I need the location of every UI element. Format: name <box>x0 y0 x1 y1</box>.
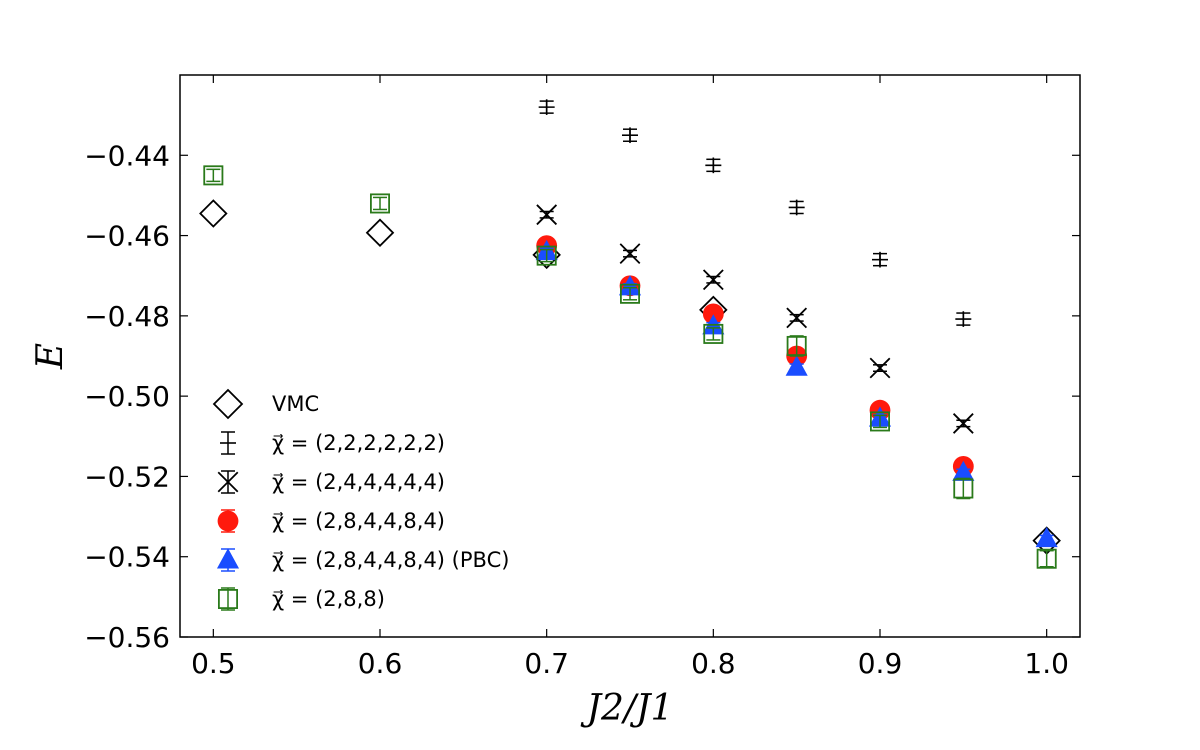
legend: VMC χ⃗ = (2,2,2,2,2,2) χ⃗ = (2,4,4,4,4,4) χ… <box>212 388 509 611</box>
square-mark <box>536 245 557 266</box>
legend-label: χ⃗ = (2,4,4,4,4,4) <box>272 470 445 494</box>
legend-label: VMC <box>272 392 319 416</box>
y-tick-label: −0.48 <box>84 300 170 333</box>
y-tick-label: −0.56 <box>84 621 170 654</box>
triangle-mark <box>1035 526 1058 548</box>
legend-item: χ⃗ = (2,8,4,4,8,4) <box>217 509 445 533</box>
x-tick-label: 0.6 <box>358 647 403 680</box>
circle-mark <box>702 303 724 325</box>
x-tick-label: 0.9 <box>858 647 903 680</box>
square-mark <box>1036 548 1057 569</box>
triangle-mark <box>785 355 808 376</box>
square-mark <box>870 411 891 432</box>
series-1 <box>538 99 972 327</box>
data-marks <box>199 99 1061 569</box>
diamond-mark <box>212 388 244 420</box>
diamond-mark <box>365 218 395 248</box>
x-mark <box>536 204 558 226</box>
legend-item: χ⃗ = (2,2,2,2,2,2) <box>220 431 445 455</box>
square-mark <box>217 589 238 610</box>
y-tick-label: −0.44 <box>84 139 170 172</box>
x-mark <box>702 269 724 291</box>
y-tick-label: −0.54 <box>84 541 170 574</box>
x-tick-label: 1.0 <box>1024 647 1069 680</box>
legend-item: χ⃗ = (2,8,4,4,8,4) (PBC) <box>216 548 509 572</box>
series-2 <box>536 204 974 434</box>
series-3 <box>536 235 974 477</box>
legend-label: χ⃗ = (2,8,8) <box>272 587 385 611</box>
legend-item: χ⃗ = (2,8,8) <box>217 587 385 611</box>
series-5 <box>203 165 1057 569</box>
square-mark <box>953 478 974 499</box>
square-mark <box>703 323 724 344</box>
square-mark <box>203 165 224 186</box>
x-mark <box>952 413 974 434</box>
plot-frame <box>179 74 1081 638</box>
series-4 <box>535 239 1058 548</box>
x-mark <box>217 471 239 493</box>
square-mark <box>786 335 807 356</box>
x-mark <box>619 243 641 265</box>
legend-item: VMC <box>212 388 319 420</box>
x-mark <box>786 307 808 329</box>
diamond-mark <box>199 199 228 228</box>
x-tick-label: 0.5 <box>191 647 236 680</box>
y-tick-label: −0.50 <box>84 380 170 413</box>
x-tick-label: 0.7 <box>524 647 569 680</box>
legend-label: χ⃗ = (2,8,4,4,8,4) <box>272 509 445 533</box>
square-mark <box>620 283 641 304</box>
legend-item: χ⃗ = (2,4,4,4,4,4) <box>217 470 445 494</box>
x-tick-label: 0.8 <box>691 647 736 680</box>
x-mark <box>869 357 891 379</box>
square-mark <box>369 193 390 214</box>
triangle-mark <box>952 460 975 481</box>
x-axis-label: J2/J1 <box>580 688 674 729</box>
legend-label: χ⃗ = (2,8,4,4,8,4) (PBC) <box>272 548 509 572</box>
triangle-mark <box>216 548 240 569</box>
y-tick-label: −0.52 <box>84 460 170 493</box>
y-tick-label: −0.46 <box>84 220 170 253</box>
legend-label: χ⃗ = (2,2,2,2,2,2) <box>272 431 445 455</box>
circle-mark <box>217 510 239 532</box>
y-axis-label: E <box>30 343 71 370</box>
axis-ticks: 0.5 0.6 0.7 0.8 0.9 1.0 −0.44 −0.46 −0.48 −0.50 −0… <box>84 75 1080 680</box>
